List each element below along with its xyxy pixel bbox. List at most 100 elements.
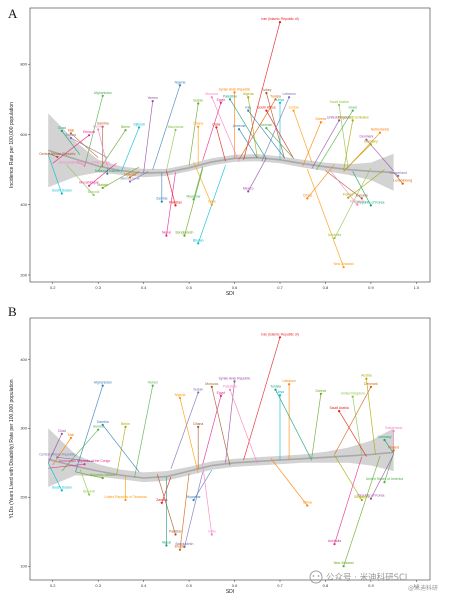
data-point <box>197 425 200 428</box>
connector-line <box>275 389 313 461</box>
data-point <box>101 384 104 387</box>
data-point <box>215 126 218 129</box>
panel-letter-b: B <box>8 304 17 319</box>
data-point <box>60 432 63 435</box>
connector-line <box>366 378 376 455</box>
connector-line <box>293 110 313 163</box>
connector-line <box>66 164 94 196</box>
watermark-subtext: @米迪科研 <box>408 584 438 592</box>
x-tick-label: 1.0 <box>414 285 420 290</box>
point-label: France <box>343 193 354 197</box>
connector-line <box>352 171 372 206</box>
point-label: Greece <box>315 389 326 393</box>
connector-line <box>116 426 126 476</box>
point-label: Guinea <box>93 425 104 429</box>
data-point <box>151 100 154 103</box>
point-label: Tunisia <box>270 94 281 98</box>
data-point <box>219 394 222 397</box>
point-label: Nepal <box>162 541 171 545</box>
connector-line <box>52 134 90 164</box>
connector-line <box>47 462 63 491</box>
data-point <box>392 449 395 452</box>
point-label: New Zealand <box>334 561 354 565</box>
point-label: Denmark <box>360 135 374 139</box>
point-label: Australia <box>328 233 341 237</box>
data-point <box>92 193 95 196</box>
x-tick-label: 0.4 <box>141 285 147 290</box>
data-point <box>347 196 350 199</box>
y-tick-label: 300 <box>20 426 27 431</box>
point-label: South Sudan <box>52 485 72 489</box>
point-label: Afghanistan <box>94 381 112 385</box>
smooth-curve <box>48 451 394 479</box>
point-label: Republic of Korea <box>357 200 384 204</box>
point-label: Yemen <box>147 96 158 100</box>
data-point <box>197 102 200 105</box>
data-point <box>288 96 291 99</box>
data-point <box>101 423 104 426</box>
confidence-band-b <box>48 428 394 487</box>
x-tick-label: 0.3 <box>95 285 101 290</box>
x-tick-label: 0.9 <box>368 583 374 588</box>
data-point <box>278 21 282 24</box>
connector-line <box>84 95 104 168</box>
point-label: United States of America <box>366 477 403 481</box>
data-point <box>397 174 400 177</box>
y-tick-label: 600 <box>20 132 27 137</box>
point-label: Iran (Islamic Republic of) <box>261 17 299 21</box>
point-label: Singapore <box>350 200 366 204</box>
connector-line <box>75 385 104 473</box>
data-point <box>101 186 104 189</box>
data-point <box>97 428 100 431</box>
data-point <box>210 203 213 206</box>
data-point <box>174 533 177 536</box>
connector-line <box>129 171 140 178</box>
data-point <box>319 121 322 124</box>
y-tick-label: 800 <box>20 62 27 67</box>
y-tick-label: 200 <box>20 272 27 277</box>
data-point <box>88 493 91 496</box>
data-point <box>274 98 277 101</box>
point-label: Egypt <box>217 391 226 395</box>
connector-line <box>266 92 285 159</box>
connector-line <box>334 167 372 239</box>
point-label: Myanmar <box>187 194 202 198</box>
point-label: Tunisia <box>270 385 281 389</box>
point-label: Republic of Korea <box>357 494 384 498</box>
y-tick-label: 400 <box>20 357 27 362</box>
data-point <box>101 125 104 128</box>
connector-line <box>184 472 204 547</box>
connector-line <box>102 166 140 189</box>
x-tick-label: 0.7 <box>277 285 283 290</box>
connector-line <box>238 129 258 159</box>
data-point <box>210 533 213 536</box>
data-point <box>401 182 404 185</box>
connector-line <box>97 130 126 172</box>
point-labels-b: Iran (Islamic Republic of) Afghanistan Yem… <box>39 332 403 565</box>
data-point <box>60 129 63 132</box>
connector-line <box>166 172 176 236</box>
data-point <box>247 96 250 99</box>
point-label: Switzerland <box>389 171 407 175</box>
connector-line <box>243 22 281 160</box>
point-label: United Republic of Tanzania <box>104 495 146 499</box>
data-point <box>165 234 168 237</box>
point-label: Germany <box>378 435 392 439</box>
confidence-band <box>48 428 394 487</box>
data-point <box>192 198 195 201</box>
connector-line <box>311 120 340 169</box>
point-label: Ethiopia <box>83 130 95 134</box>
point-label: Palestine <box>223 94 237 98</box>
connector-line <box>179 473 190 550</box>
connector-line <box>47 433 63 463</box>
y-tick-label: 400 <box>20 202 27 207</box>
point-label: Democratic Republic of the Congo <box>59 459 111 463</box>
data-point <box>183 545 186 549</box>
data-point <box>369 385 372 388</box>
point-label: Eritrea <box>66 133 76 137</box>
connector-line <box>170 392 199 470</box>
point-label: Gambia <box>97 122 109 126</box>
point-label: Bangladesh <box>176 542 194 546</box>
data-point <box>333 543 336 546</box>
point-label: Myanmar <box>187 495 202 499</box>
